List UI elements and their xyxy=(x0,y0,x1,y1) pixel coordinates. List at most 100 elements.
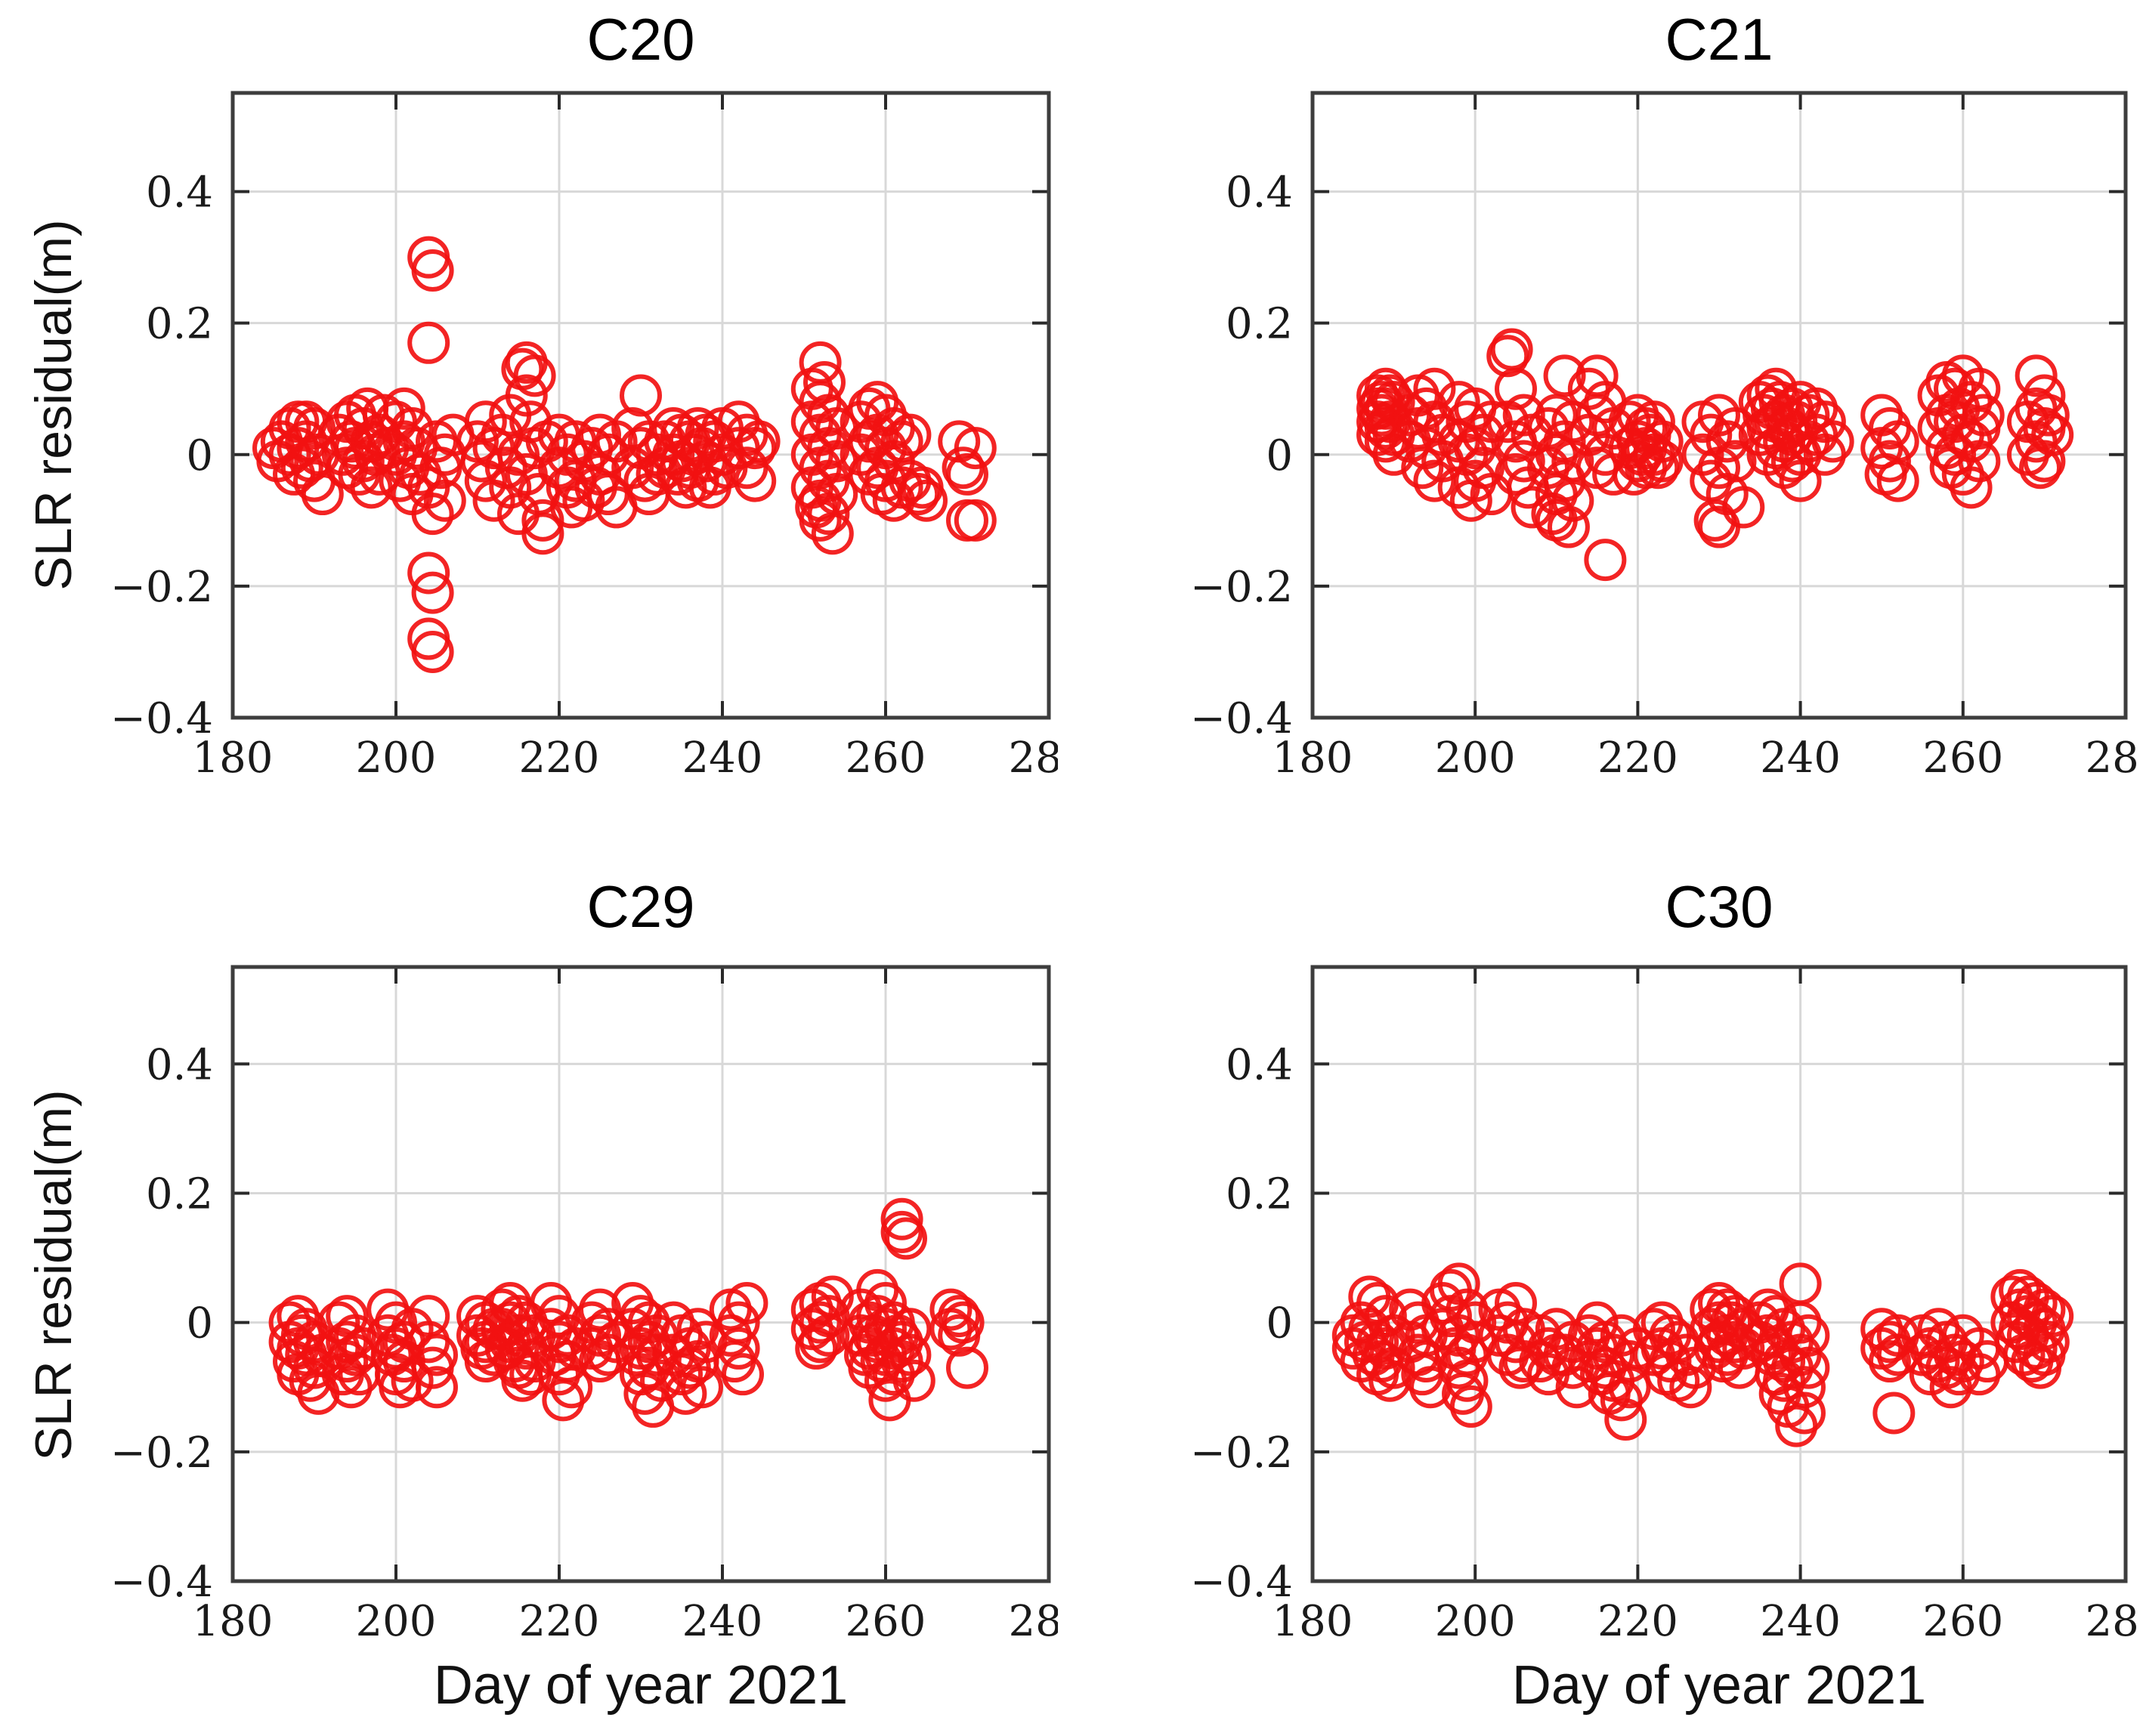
scatter-point xyxy=(2023,440,2066,483)
scatter-point xyxy=(2031,413,2074,456)
axis-frame xyxy=(230,91,1051,720)
plot-area-c29: 180 200 220 240 260 280 0.4 0.2 0 −0.2 −0.4 xyxy=(110,965,1058,1646)
x-tick-label: 200 xyxy=(1435,734,1516,783)
scatter-point xyxy=(1876,459,1919,502)
tick-labels: 180 200 220 240 260 280 0.4 0.2 0 −0.2 −0.4 xyxy=(1190,1040,2138,1646)
x-tick-label: 260 xyxy=(846,734,926,783)
y-tick-label: −0.4 xyxy=(1190,694,1293,743)
scatter-point xyxy=(2027,394,2070,437)
scatter-point xyxy=(1401,446,1444,490)
scatter-point xyxy=(1584,539,1627,582)
scatter-point xyxy=(1868,440,1911,483)
scatter-point xyxy=(905,479,948,522)
scatter-point xyxy=(1551,479,1594,522)
scatter-point xyxy=(889,1333,932,1376)
scatter-point xyxy=(811,1275,854,1318)
scatter-point xyxy=(1608,1366,1651,1409)
panel-title-c21: C21 xyxy=(1665,6,1773,73)
scatter-point xyxy=(803,361,846,404)
x-tick-label: 240 xyxy=(1760,734,1841,783)
scatter-point xyxy=(946,1346,988,1389)
scatter-point xyxy=(411,493,454,536)
scatter-point xyxy=(416,1366,458,1409)
scatter-point xyxy=(1783,1366,1826,1409)
scatter-point xyxy=(1958,440,2001,483)
scatter-point xyxy=(342,1327,385,1370)
scatter-point xyxy=(293,406,336,449)
x-tick-label: 260 xyxy=(846,1597,926,1646)
data-points xyxy=(252,236,997,673)
scatter-point xyxy=(1783,1392,1826,1435)
x-tick-label: 220 xyxy=(519,1597,600,1646)
scatter-point xyxy=(1364,406,1407,449)
scatter-point xyxy=(1486,335,1529,378)
x-axis-label-right: Day of year 2021 xyxy=(1511,1655,1927,1716)
scatter-point xyxy=(807,493,850,536)
scatter-point xyxy=(946,499,988,542)
y-tick-label: −0.2 xyxy=(1190,1429,1293,1478)
y-tick-label: 0.2 xyxy=(146,300,213,349)
scatter-point xyxy=(1872,1392,1916,1435)
scatter-point xyxy=(407,1295,450,1338)
scatter-point xyxy=(391,1359,434,1402)
y-tick-label: 0.2 xyxy=(1226,300,1293,349)
y-tick-label: 0.4 xyxy=(1226,1040,1293,1089)
scatter-point xyxy=(942,1301,985,1344)
scatter-point xyxy=(722,1353,764,1396)
scatter-point xyxy=(1714,440,1757,483)
scatter-point xyxy=(620,374,662,417)
scatter-point xyxy=(423,479,466,522)
scatter-point xyxy=(542,1379,585,1422)
scatter-point xyxy=(1502,440,1545,483)
y-tick-label: −0.4 xyxy=(110,1558,213,1607)
plot-area-c30: 180 200 220 240 260 280 0.4 0.2 0 −0.2 −0.4 xyxy=(1190,965,2138,1646)
scatter-point xyxy=(2031,1295,2074,1338)
scatter-point xyxy=(1868,1340,1911,1383)
tick-marks xyxy=(1311,967,2127,1583)
x-tick-label: 180 xyxy=(193,734,274,783)
scatter-point xyxy=(2023,1288,2066,1331)
scatter-point xyxy=(1604,1398,1647,1441)
scatter-point xyxy=(897,473,940,516)
data-points xyxy=(1356,328,2074,582)
y-tick-label: 0 xyxy=(186,431,213,480)
tick-labels: 180 200 220 240 260 280 0.4 0.2 0 −0.2 −0.4 xyxy=(110,168,1058,783)
scatter-point xyxy=(1779,459,1822,502)
y-tick-label: 0.2 xyxy=(1226,1170,1293,1219)
scatter-point xyxy=(880,1197,923,1240)
scatter-point xyxy=(2015,354,2058,397)
scatter-point xyxy=(464,459,507,502)
scatter-point xyxy=(1803,400,1846,443)
tick-labels: 180 200 220 240 260 280 0.4 0.2 0 −0.2 −0.4 xyxy=(1190,168,2138,783)
scatter-point xyxy=(954,427,997,470)
y-tick-label: 0.4 xyxy=(1226,168,1293,218)
x-tick-label: 180 xyxy=(1273,734,1353,783)
scatter-point xyxy=(411,630,454,673)
plot-area-c20: 180 200 220 240 260 280 0.4 0.2 0 −0.2 −0.4 xyxy=(110,91,1058,783)
scatter-point xyxy=(807,1295,850,1338)
scatter-point xyxy=(725,1282,768,1325)
scatter-point xyxy=(946,453,988,496)
scatter-point xyxy=(1669,1366,1712,1409)
y-tick-label: 0 xyxy=(1266,431,1293,480)
scatter-point xyxy=(815,473,858,516)
scatter-point xyxy=(1502,394,1545,437)
x-tick-label: 200 xyxy=(356,1597,437,1646)
panel-title-c29: C29 xyxy=(586,873,695,940)
scatter-point xyxy=(1495,367,1537,410)
x-tick-label: 200 xyxy=(1435,1597,1516,1646)
scatter-point xyxy=(505,374,548,417)
x-tick-label: 280 xyxy=(2086,1597,2138,1646)
scatter-point xyxy=(734,427,777,470)
grid-lines xyxy=(231,967,1050,1583)
scatter-point xyxy=(1640,420,1684,463)
scatter-point xyxy=(1461,446,1504,490)
x-tick-label: 220 xyxy=(1597,734,1678,783)
x-tick-label: 240 xyxy=(1760,1597,1841,1646)
scatter-point xyxy=(1413,367,1456,410)
scatter-point xyxy=(1543,354,1586,397)
scatter-point xyxy=(521,499,564,542)
scatter-point xyxy=(681,1366,723,1409)
scatter-point xyxy=(1364,1295,1407,1338)
y-tick-label: −0.2 xyxy=(110,1429,213,1478)
